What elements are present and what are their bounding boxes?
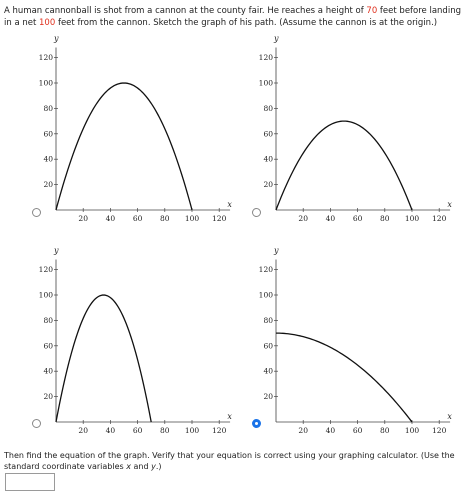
choice-a[interactable]: x y 20 40 60 80 100 120 20 40 60 80 100 120 (0, 30, 237, 248)
x-tick-label: 60 (353, 214, 363, 223)
y-tick-label: 40 (43, 367, 53, 376)
x-tick-label: 100 (185, 214, 200, 223)
y-axis-label: y (53, 246, 59, 255)
y-tick-label: 80 (43, 104, 53, 113)
x-tick-label: 120 (212, 426, 227, 435)
y-tick-label: 40 (43, 155, 53, 164)
x-axis-label: x (227, 200, 232, 209)
x-tick-label: 20 (78, 426, 88, 435)
trajectory-curve (275, 120, 413, 211)
x-tick-label: 40 (326, 426, 336, 435)
followup-part2: .) (155, 462, 162, 471)
x-tick-label: 100 (405, 214, 420, 223)
y-tick-label: 20 (263, 392, 273, 401)
question-part3: feet from the cannon. Sketch the graph o… (55, 18, 438, 28)
radio-choice-b[interactable] (252, 208, 261, 217)
x-tick-label: 80 (380, 214, 390, 223)
x-tick-label: 100 (185, 426, 200, 435)
trajectory-curve (55, 82, 193, 211)
radio-choice-c[interactable] (32, 419, 41, 428)
followup-text: Then find the equation of the graph. Ver… (4, 450, 464, 472)
x-tick-label: 120 (432, 214, 447, 223)
y-tick-label: 80 (263, 104, 273, 113)
y-tick-label: 60 (263, 341, 273, 350)
y-axis-label: y (273, 34, 279, 43)
radio-choice-d[interactable] (252, 419, 261, 428)
question-part2: feet before landing in a net (4, 6, 461, 28)
y-tick-label: 60 (43, 341, 53, 350)
question-part1: A human cannonball is shot from a cannon… (4, 6, 367, 16)
choice-b[interactable]: x y 20 40 60 80 100 120 20 40 60 80 100 120 (220, 30, 457, 248)
x-tick-label: 80 (160, 426, 170, 435)
y-tick-label: 120 (39, 53, 54, 62)
y-tick-label: 80 (43, 316, 53, 325)
y-tick-label: 100 (39, 291, 54, 300)
x-tick-label: 40 (326, 214, 336, 223)
var-x: x (126, 462, 131, 471)
y-tick-label: 20 (43, 180, 53, 189)
choice-c[interactable]: x y 20 40 60 80 100 120 20 40 60 80 100 120 (0, 242, 237, 460)
followup-part1: Then find the equation of the graph. Ver… (4, 451, 455, 471)
x-tick-label: 120 (432, 426, 447, 435)
y-axis-label: y (273, 246, 279, 255)
x-tick-label: 60 (133, 214, 143, 223)
x-tick-label: 20 (298, 214, 308, 223)
y-tick-label: 100 (39, 79, 54, 88)
y-tick-label: 100 (259, 79, 274, 88)
x-tick-label: 120 (212, 214, 227, 223)
x-tick-label: 20 (298, 426, 308, 435)
followup-and: and (130, 462, 152, 471)
distance-value: 100 (39, 18, 56, 28)
radio-choice-a[interactable] (32, 208, 41, 217)
x-tick-label: 100 (405, 426, 420, 435)
y-tick-label: 120 (259, 265, 274, 274)
x-tick-label: 40 (106, 214, 116, 223)
height-value: 70 (366, 6, 378, 16)
graph-d: x y 20 40 60 80 100 120 20 40 60 80 100 120 (259, 246, 453, 435)
y-tick-label: 100 (259, 291, 274, 300)
question-text: A human cannonball is shot from a cannon… (4, 5, 470, 29)
var-y: y (151, 462, 156, 471)
x-tick-label: 80 (380, 426, 390, 435)
x-tick-label: 80 (160, 214, 170, 223)
y-tick-label: 20 (263, 180, 273, 189)
x-axis-label: x (227, 412, 232, 421)
trajectory-curve (275, 332, 413, 423)
x-tick-label: 60 (353, 426, 363, 435)
y-tick-label: 40 (263, 155, 273, 164)
choice-d[interactable]: x y 20 40 60 80 100 120 20 40 60 80 100 120 (220, 242, 457, 460)
y-tick-label: 120 (39, 265, 54, 274)
y-tick-label: 80 (263, 316, 273, 325)
trajectory-curve (55, 294, 152, 423)
y-axis-label: y (53, 34, 59, 43)
y-tick-label: 120 (259, 53, 274, 62)
graph-c: x y 20 40 60 80 100 120 20 40 60 80 100 120 (39, 246, 233, 435)
x-tick-label: 60 (133, 426, 143, 435)
graph-b: x y 20 40 60 80 100 120 20 40 60 80 100 120 (259, 34, 453, 223)
x-axis-label: x (447, 412, 452, 421)
x-tick-label: 40 (106, 426, 116, 435)
y-tick-label: 60 (263, 129, 273, 138)
answer-input[interactable] (5, 473, 55, 491)
x-axis-label: x (447, 200, 452, 209)
graph-a: x y 20 40 60 80 100 120 20 40 60 80 100 120 (39, 34, 233, 223)
y-tick-label: 20 (43, 392, 53, 401)
y-tick-label: 40 (263, 367, 273, 376)
y-tick-label: 60 (43, 129, 53, 138)
x-tick-label: 20 (78, 214, 88, 223)
